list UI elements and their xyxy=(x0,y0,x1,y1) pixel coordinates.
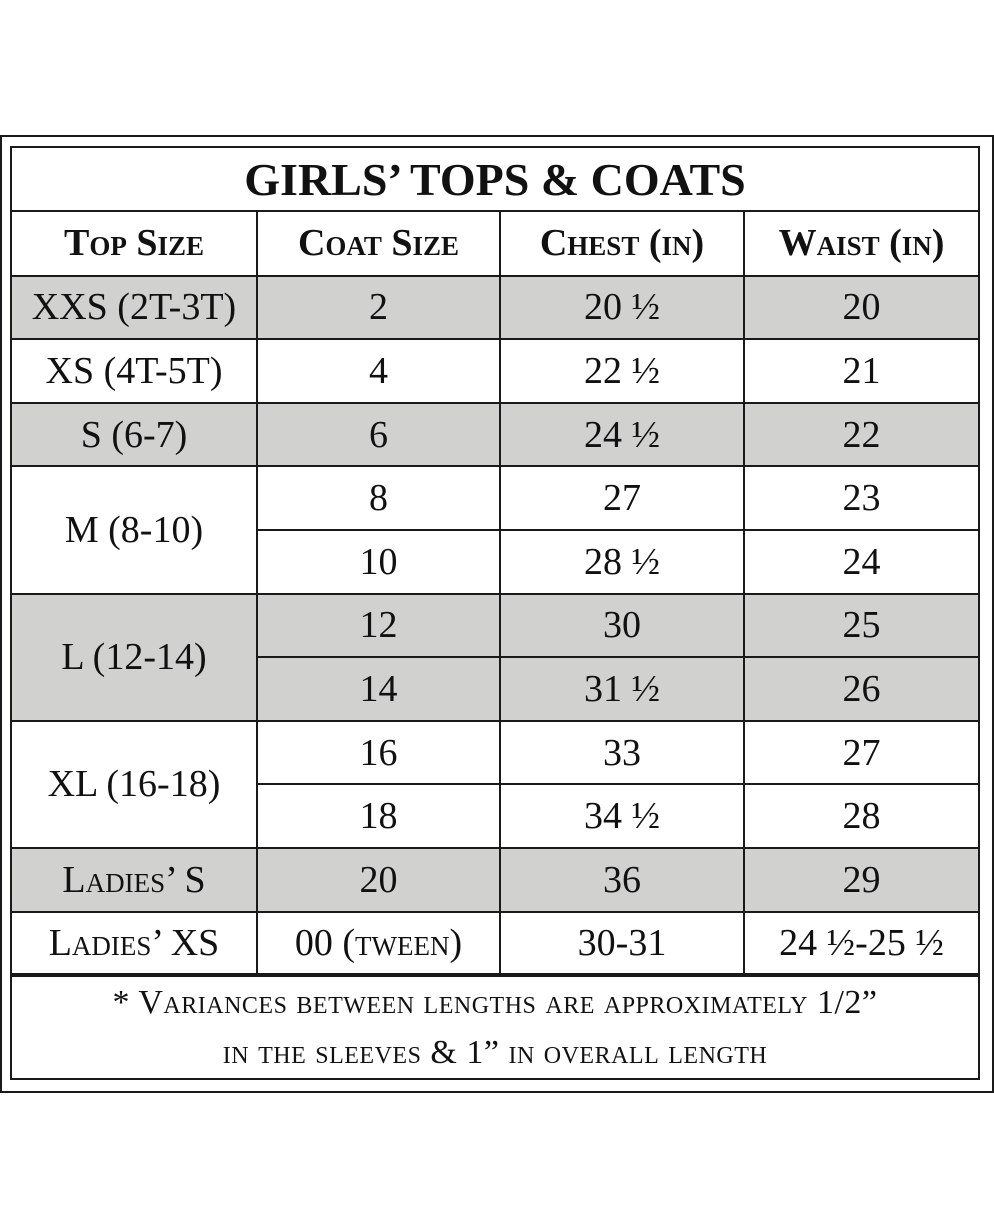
cell-chest: 28 ½ xyxy=(500,529,745,595)
table-row: M (8-10) 8 27 23 xyxy=(12,466,978,595)
table-row: Ladies’ XS 00 (tween) 30-31 24 ½-25 ½ xyxy=(12,911,978,978)
cell-coat-size: 10 xyxy=(257,529,501,595)
cell-waist: 29 xyxy=(744,847,978,913)
cell-coat-size: 00 (tween) xyxy=(257,911,501,978)
cell-coat-size: 16 xyxy=(257,720,501,786)
cell-top-size: Ladies’ S xyxy=(12,847,258,913)
cell-chest: 24 ½ xyxy=(500,402,745,468)
table-row: Ladies’ S 20 36 29 xyxy=(12,847,978,913)
table-row: S (6-7) 6 24 ½ 22 xyxy=(12,402,978,468)
cell-chest: 34 ½ xyxy=(500,784,745,849)
cell-waist: 28 xyxy=(744,784,978,849)
table-row: L (12-14) 12 30 25 xyxy=(12,593,978,722)
cell-top-size: XS (4T-5T) xyxy=(12,339,258,404)
cell-top-size: L (12-14) xyxy=(12,593,258,722)
cell-chest: 27 xyxy=(500,466,745,531)
cell-waist: 24 ½-25 ½ xyxy=(744,911,978,978)
cell-chest: 36 xyxy=(500,847,745,913)
table-row: 18 34 ½ 28 xyxy=(12,784,978,849)
cell-waist: 20 xyxy=(744,275,978,341)
cell-coat-size: 8 xyxy=(257,466,501,531)
cell-waist: 26 xyxy=(744,657,978,722)
cell-chest: 30 xyxy=(500,593,745,659)
cell-waist: 24 xyxy=(744,529,978,595)
chart-outer-border xyxy=(0,135,994,1093)
table-row: XXS (2T-3T) 2 20 ½ 20 xyxy=(12,275,978,341)
cell-chest: 31 ½ xyxy=(500,657,745,722)
size-table: Top Size Coat Size Chest (in) Waist (in)… xyxy=(12,212,978,978)
cell-top-size: Ladies’ XS xyxy=(12,911,258,978)
cell-top-size: S (6-7) xyxy=(12,402,258,468)
cell-chest: 33 xyxy=(500,720,745,786)
cell-coat-size: 2 xyxy=(257,275,501,341)
header-top-size: Top Size xyxy=(12,212,258,277)
cell-waist: 21 xyxy=(744,339,978,404)
footnote-line-1: * Variances between lengths are approxim… xyxy=(112,983,878,1021)
chart-title: GIRLS’ TOPS & COATS xyxy=(12,148,978,212)
footnote-line-2: in the sleeves & 1” in overall length xyxy=(222,1033,768,1071)
cell-chest: 20 ½ xyxy=(500,275,745,341)
cell-coat-size: 4 xyxy=(257,339,501,404)
cell-waist: 25 xyxy=(744,593,978,659)
header-row: Top Size Coat Size Chest (in) Waist (in) xyxy=(12,212,978,277)
cell-top-size: XXS (2T-3T) xyxy=(12,275,258,341)
table-row: XS (4T-5T) 4 22 ½ 21 xyxy=(12,339,978,404)
cell-chest: 22 ½ xyxy=(500,339,745,404)
cell-waist: 23 xyxy=(744,466,978,531)
cell-waist: 22 xyxy=(744,402,978,468)
table-row: XL (16-18) 16 33 27 xyxy=(12,720,978,849)
size-chart: GIRLS’ TOPS & COATS Top Size Coat Size C… xyxy=(10,146,980,1080)
cell-coat-size: 12 xyxy=(257,593,501,659)
cell-top-size: M (8-10) xyxy=(12,466,258,595)
header-waist: Waist (in) xyxy=(744,212,978,277)
cell-coat-size: 14 xyxy=(257,657,501,722)
cell-coat-size: 6 xyxy=(257,402,501,468)
footnote: * Variances between lengths are approxim… xyxy=(12,977,978,1078)
header-coat-size: Coat Size xyxy=(257,212,501,277)
cell-chest: 30-31 xyxy=(500,911,745,978)
cell-waist: 27 xyxy=(744,720,978,786)
header-chest: Chest (in) xyxy=(500,212,745,277)
table-row: 10 28 ½ 24 xyxy=(12,529,978,595)
cell-coat-size: 20 xyxy=(257,847,501,913)
cell-top-size: XL (16-18) xyxy=(12,720,258,849)
cell-coat-size: 18 xyxy=(257,784,501,849)
